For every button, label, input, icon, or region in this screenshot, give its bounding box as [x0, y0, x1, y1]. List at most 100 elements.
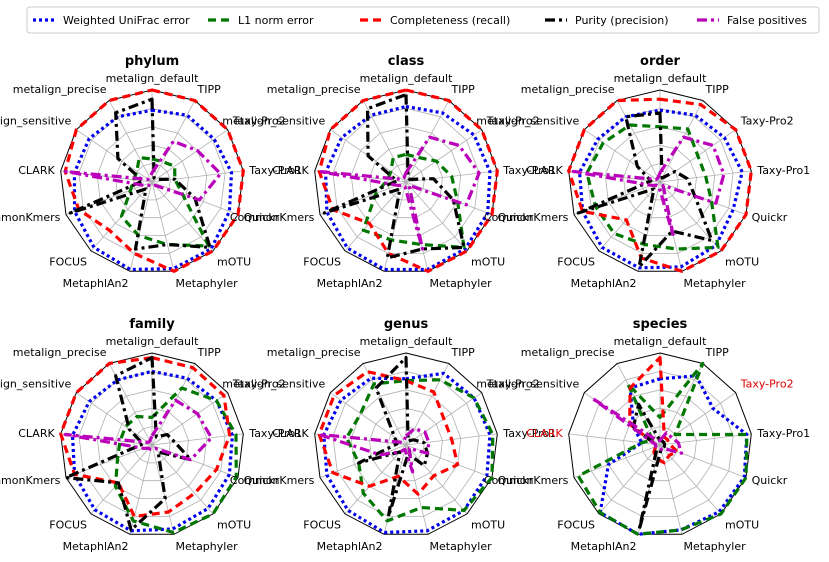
- category-label: CLARK: [272, 427, 309, 440]
- category-label: metalign_precise: [267, 83, 361, 96]
- series-line: [590, 396, 684, 455]
- grid-ring: [115, 144, 189, 219]
- category-label: metalign_precise: [13, 83, 107, 96]
- series-line: [63, 139, 223, 202]
- category-label: metalign_sensitive: [0, 377, 72, 390]
- series-line: [317, 427, 431, 474]
- grid-ring: [96, 126, 208, 237]
- legend-entry: Purity (precision): [545, 14, 669, 27]
- category-label: Quickr: [498, 211, 534, 224]
- category-label: FOCUS: [557, 518, 595, 531]
- grid-ring: [350, 389, 462, 500]
- category-label: Metaphyler: [430, 540, 493, 553]
- category-label: metalign_default: [360, 72, 453, 85]
- series-line: [322, 92, 466, 260]
- grid-spoke: [65, 444, 153, 478]
- legend-label: L1 norm error: [238, 14, 314, 27]
- legend-label: False positives: [727, 14, 807, 27]
- grid-ring: [350, 126, 462, 237]
- grid-spoke: [405, 181, 468, 252]
- grid-spoke: [659, 433, 752, 446]
- grid-spoke: [151, 181, 214, 252]
- grid-ring: [604, 126, 716, 237]
- category-label: metalign_precise: [13, 346, 107, 359]
- category-label: Taxy-Pro1: [502, 427, 556, 440]
- category-label: Quickr: [244, 474, 280, 487]
- category-label: TIPP: [451, 83, 476, 96]
- category-label: Taxy-Pro1: [756, 164, 810, 177]
- category-label: metalign_sensitive: [476, 114, 579, 127]
- category-label: Quickr: [244, 211, 280, 224]
- series-line: [577, 108, 744, 270]
- grid-spoke: [405, 363, 450, 446]
- radar-panels: phylummetalign_defaultTIPPTaxy-Pro2Taxy-…: [0, 54, 810, 553]
- category-label: MetaphlAn2: [571, 540, 637, 553]
- grid-spoke: [616, 100, 661, 183]
- grid-ring: [332, 370, 480, 517]
- category-label: Taxy-Pro2: [486, 377, 540, 390]
- grid-spoke: [330, 392, 407, 446]
- panel-title: order: [640, 54, 680, 69]
- category-label: Metaphyler: [684, 540, 747, 553]
- grid-ring: [604, 389, 716, 500]
- category-label: Metaphyler: [176, 540, 239, 553]
- category-label: metalign_precise: [267, 346, 361, 359]
- grid-spoke: [598, 444, 661, 515]
- category-label: FOCUS: [557, 255, 595, 268]
- category-label: CLARK: [526, 164, 563, 177]
- series-line: [59, 356, 232, 519]
- category-label: metalign_sensitive: [0, 114, 72, 127]
- category-label: mOTU: [725, 255, 759, 268]
- grid-spoke: [405, 129, 482, 183]
- category-label: metalign_precise: [521, 346, 615, 359]
- category-label: FOCUS: [303, 518, 341, 531]
- category-label: CLARK: [18, 427, 55, 440]
- legend-label: Weighted UniFrac error: [63, 14, 190, 27]
- category-label: Taxy-Pro2: [740, 377, 794, 390]
- grid-ring: [78, 107, 226, 254]
- category-label: TIPP: [451, 346, 476, 359]
- legend-label: Purity (precision): [575, 14, 669, 27]
- panel-title: class: [388, 54, 425, 69]
- category-label: TIPP: [705, 346, 730, 359]
- category-label: FOCUS: [49, 518, 87, 531]
- category-label: CommonKmers: [0, 474, 61, 487]
- series-line: [628, 356, 679, 465]
- legend-label: Completeness (recall): [390, 14, 510, 27]
- category-label: Taxy-Pro1: [502, 164, 556, 177]
- category-label: Metaphyler: [176, 277, 239, 290]
- legend: Weighted UniFrac error L1 norm error Compl…: [26, 6, 820, 34]
- category-label: Metaphyler: [684, 277, 747, 290]
- category-label: Taxy-Pro1: [756, 427, 810, 440]
- grid-spoke: [362, 363, 407, 446]
- grid-spoke: [151, 129, 228, 183]
- panel-title: species: [633, 317, 688, 332]
- radar-frame: [314, 352, 498, 535]
- category-label: mOTU: [471, 518, 505, 531]
- series-line: [571, 135, 726, 238]
- category-label: Metaphyler: [430, 277, 493, 290]
- legend-entry: Weighted UniFrac error: [33, 14, 190, 27]
- grid-spoke: [659, 100, 704, 183]
- category-label: mOTU: [471, 255, 505, 268]
- category-label: CommonKmers: [484, 211, 569, 224]
- grid-spoke: [659, 444, 683, 535]
- category-label: CommonKmers: [484, 474, 569, 487]
- category-label: FOCUS: [49, 255, 87, 268]
- series-line: [567, 97, 753, 273]
- grid-spoke: [405, 181, 493, 215]
- category-label: MetaphlAn2: [63, 540, 129, 553]
- grid-spoke: [90, 444, 153, 515]
- category-label: FOCUS: [303, 255, 341, 268]
- category-label: metalign_default: [614, 72, 707, 85]
- panel-title: phylum: [125, 54, 179, 69]
- series-line: [317, 370, 460, 496]
- category-label: MetaphlAn2: [317, 540, 383, 553]
- legend-entry: Completeness (recall): [360, 14, 510, 27]
